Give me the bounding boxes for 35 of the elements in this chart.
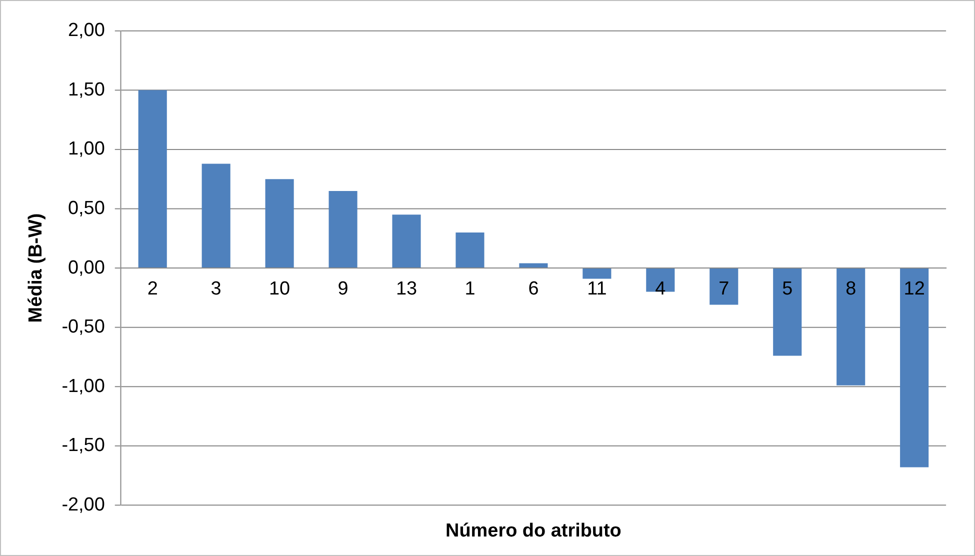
x-axis-title: Número do atributo: [446, 520, 622, 542]
x-tick-label: 10: [269, 278, 290, 300]
y-tick-label: -0,50: [62, 316, 105, 338]
bar: [456, 232, 484, 268]
y-tick-label: -2,00: [62, 494, 105, 516]
y-tick-label: -1,00: [62, 376, 105, 397]
bar: [582, 268, 612, 279]
bar: [265, 179, 294, 268]
y-tick-label: 1,00: [68, 138, 105, 160]
x-tick-label: 8: [846, 278, 856, 300]
x-tick-label: 7: [718, 278, 730, 300]
y-tick-label: 0,50: [68, 198, 105, 219]
x-tick-label: 9: [338, 278, 348, 300]
bar: [392, 214, 421, 268]
y-axis-title: Média (B-W): [26, 213, 47, 323]
bar: [900, 268, 929, 468]
y-tick-label: 0,00: [68, 257, 105, 278]
x-tick-label: 12: [904, 278, 925, 300]
bar: [519, 263, 548, 268]
bar: [836, 268, 866, 386]
y-tick-label: 2,00: [68, 20, 105, 42]
x-tick-label: 3: [210, 278, 222, 300]
y-tick-label: 1,50: [68, 79, 105, 100]
bar: [138, 90, 167, 268]
x-tick-label: 6: [528, 278, 539, 300]
bar: [710, 268, 738, 305]
y-tick-label: -1,50: [62, 435, 105, 456]
x-tick-label: 2: [147, 278, 158, 300]
x-tick-label: 5: [782, 278, 793, 300]
x-tick-label: 1: [464, 278, 476, 300]
x-tick-label: 11: [587, 278, 607, 300]
bar: [773, 268, 802, 356]
x-tick-label: 13: [396, 278, 418, 300]
bar: [328, 190, 358, 268]
bar: [202, 164, 230, 268]
